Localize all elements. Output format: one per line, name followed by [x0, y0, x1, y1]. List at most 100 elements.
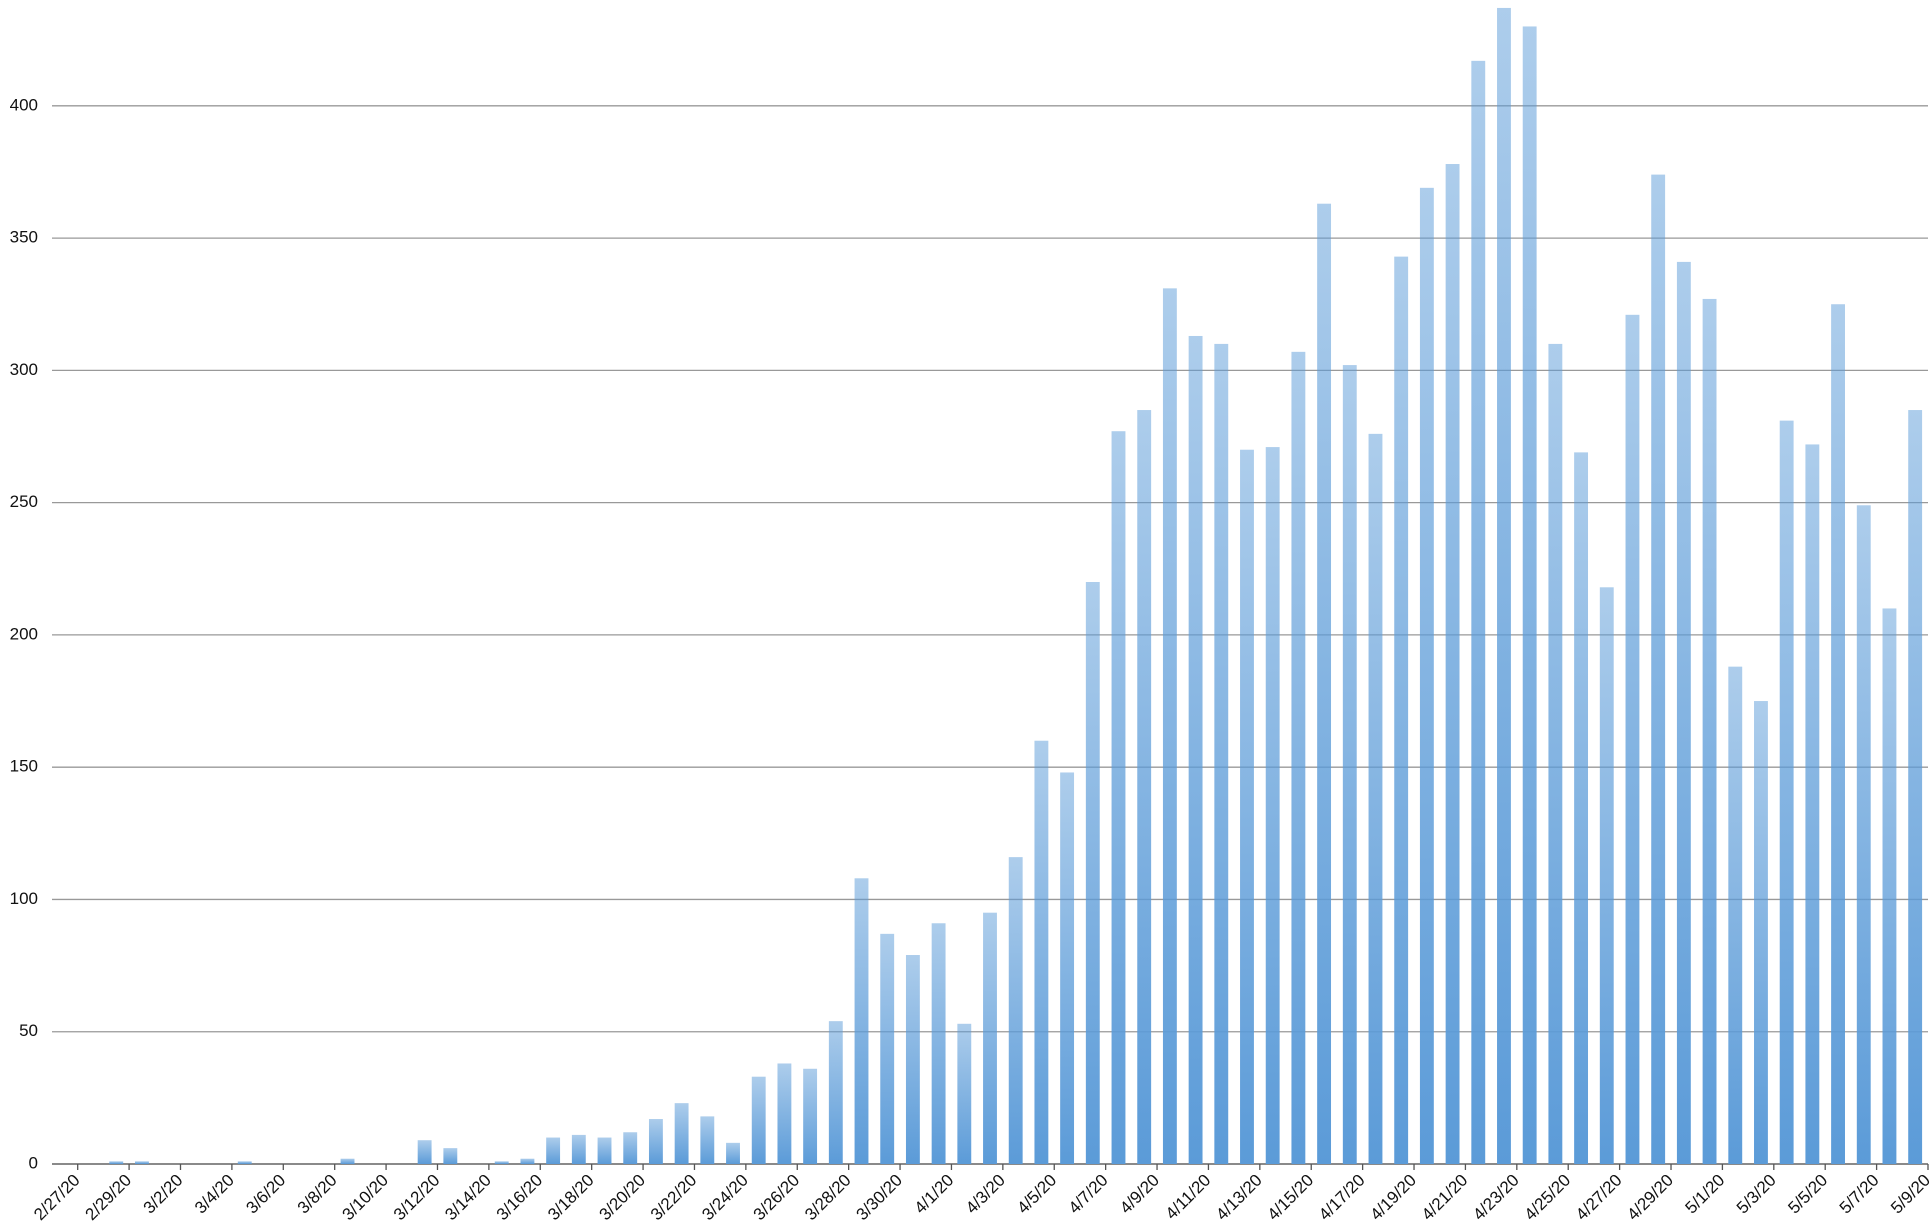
bar — [1599, 587, 1614, 1164]
y-tick-label: 300 — [10, 360, 38, 379]
x-tick-label: 5/7/20 — [1836, 1171, 1883, 1218]
y-tick-label: 50 — [19, 1021, 38, 1040]
x-tick-label: 3/28/20 — [801, 1171, 855, 1225]
bar — [1060, 772, 1075, 1164]
bar — [1754, 701, 1768, 1164]
y-tick-label: 200 — [10, 624, 38, 643]
bar — [905, 955, 920, 1164]
bar — [623, 1132, 638, 1164]
bar — [1574, 452, 1589, 1164]
bar — [546, 1137, 561, 1164]
x-tick-label: 5/3/20 — [1733, 1171, 1780, 1218]
x-tick-label: 3/10/20 — [339, 1171, 393, 1225]
bar — [1676, 261, 1691, 1164]
bar — [1445, 164, 1460, 1164]
bar — [931, 923, 946, 1164]
bar — [1188, 335, 1203, 1164]
x-tick-label: 4/17/20 — [1315, 1171, 1369, 1225]
x-tick-label: 3/22/20 — [647, 1171, 701, 1225]
bar — [777, 1063, 792, 1164]
x-tick-label: 4/7/20 — [1065, 1171, 1112, 1218]
bar — [828, 1021, 843, 1164]
x-tick-label: 3/12/20 — [390, 1171, 444, 1225]
x-tick-label: 4/13/20 — [1212, 1171, 1266, 1225]
y-tick-label: 350 — [10, 228, 38, 247]
bar — [597, 1137, 612, 1164]
bar — [983, 912, 997, 1164]
x-tick-label: 4/15/20 — [1264, 1171, 1318, 1225]
x-tick-label: 4/21/20 — [1418, 1171, 1472, 1225]
x-tick-label: 2/29/20 — [82, 1171, 136, 1225]
x-tick-label: 3/16/20 — [493, 1171, 547, 1225]
y-tick-label: 400 — [10, 95, 38, 114]
bar — [571, 1134, 586, 1164]
bar — [1805, 444, 1820, 1164]
x-tick-label: 3/14/20 — [441, 1171, 495, 1225]
bar — [1162, 288, 1177, 1164]
bar — [1214, 343, 1229, 1165]
bar — [648, 1119, 663, 1164]
bar — [1625, 314, 1640, 1164]
x-tick-label: 3/24/20 — [698, 1171, 752, 1225]
x-tick-label: 5/5/20 — [1784, 1171, 1831, 1218]
x-tick-label: 3/18/20 — [544, 1171, 598, 1225]
x-tick-label: 3/26/20 — [750, 1171, 804, 1225]
bar — [1008, 857, 1023, 1164]
bar — [803, 1068, 818, 1164]
x-tick-label: 4/19/20 — [1366, 1171, 1420, 1225]
bar — [1137, 410, 1152, 1165]
bar — [1728, 666, 1743, 1164]
bar — [1831, 304, 1845, 1164]
bar — [1240, 449, 1254, 1164]
bar — [1497, 7, 1511, 1164]
x-tick-label: 4/11/20 — [1162, 1171, 1215, 1224]
bar — [1291, 351, 1306, 1164]
bar — [674, 1103, 689, 1164]
x-tick-label: 4/9/20 — [1116, 1171, 1163, 1218]
bar — [1317, 203, 1332, 1164]
bar — [1522, 26, 1537, 1164]
x-tick-label: 3/20/20 — [596, 1171, 650, 1225]
bar — [1651, 174, 1666, 1165]
x-tick-label: 4/3/20 — [962, 1171, 1009, 1218]
bar — [726, 1142, 740, 1164]
bar — [1034, 740, 1049, 1164]
x-tick-label: 5/1/20 — [1682, 1171, 1729, 1218]
bar — [1856, 505, 1871, 1164]
x-tick-label: 3/4/20 — [191, 1171, 238, 1218]
bar — [1779, 420, 1794, 1164]
x-tick-label: 4/23/20 — [1469, 1171, 1523, 1225]
bar — [1394, 256, 1409, 1164]
bar — [1882, 608, 1897, 1164]
x-tick-label: 3/8/20 — [294, 1171, 341, 1218]
x-tick-label: 4/29/20 — [1623, 1171, 1677, 1225]
x-tick-label: 4/25/20 — [1521, 1171, 1575, 1225]
bar — [1111, 431, 1126, 1164]
bar — [880, 933, 895, 1164]
x-tick-label: 3/30/20 — [853, 1171, 907, 1225]
bar — [854, 878, 869, 1164]
y-tick-label: 0 — [29, 1153, 38, 1172]
bar — [1419, 187, 1434, 1164]
y-tick-label: 150 — [10, 757, 38, 776]
x-tick-label: 2/27/20 — [30, 1171, 84, 1225]
bar — [109, 1161, 124, 1164]
x-tick-label: 3/2/20 — [140, 1171, 187, 1218]
x-tick-label: 5/9/20 — [1887, 1171, 1930, 1218]
bar — [135, 1161, 149, 1164]
bar — [520, 1158, 535, 1164]
bar — [417, 1140, 432, 1164]
bar — [443, 1148, 458, 1164]
bar — [1471, 60, 1486, 1164]
bar — [1265, 447, 1280, 1165]
bar — [340, 1158, 355, 1164]
x-tick-label: 4/1/20 — [911, 1171, 958, 1218]
bar — [1342, 365, 1357, 1164]
bar — [700, 1116, 715, 1164]
bar — [1085, 582, 1100, 1164]
x-tick-label: 4/5/20 — [1013, 1171, 1060, 1218]
x-tick-label: 4/27/20 — [1572, 1171, 1626, 1225]
bar — [957, 1023, 972, 1164]
bar — [1702, 298, 1717, 1164]
